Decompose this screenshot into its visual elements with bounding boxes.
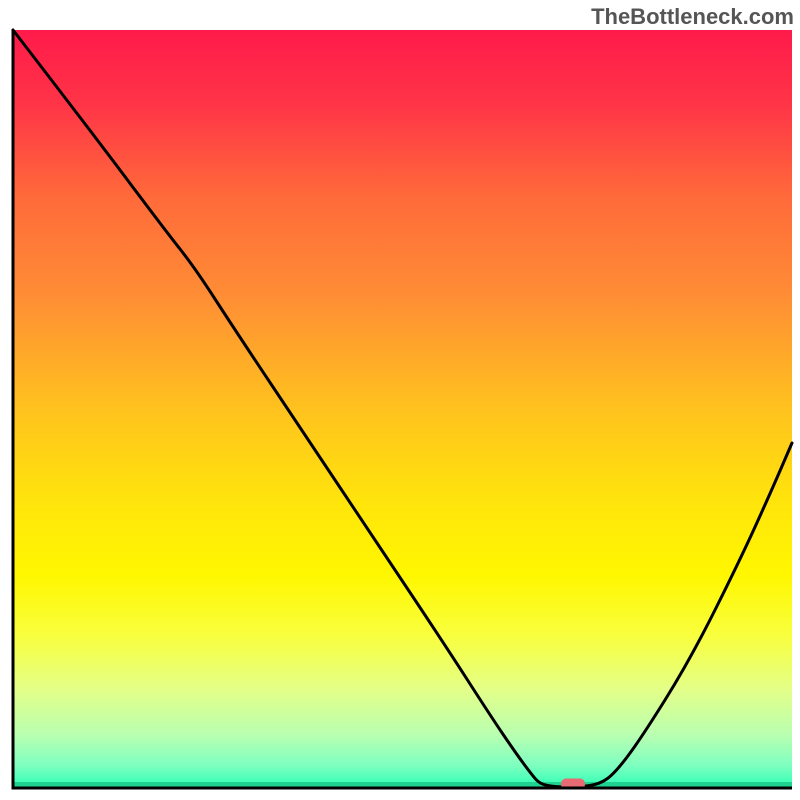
plot-background: [13, 30, 792, 788]
watermark-text: TheBottleneck.com: [591, 4, 794, 30]
bottleneck-chart: TheBottleneck.com: [0, 0, 800, 800]
chart-svg: [0, 0, 800, 800]
